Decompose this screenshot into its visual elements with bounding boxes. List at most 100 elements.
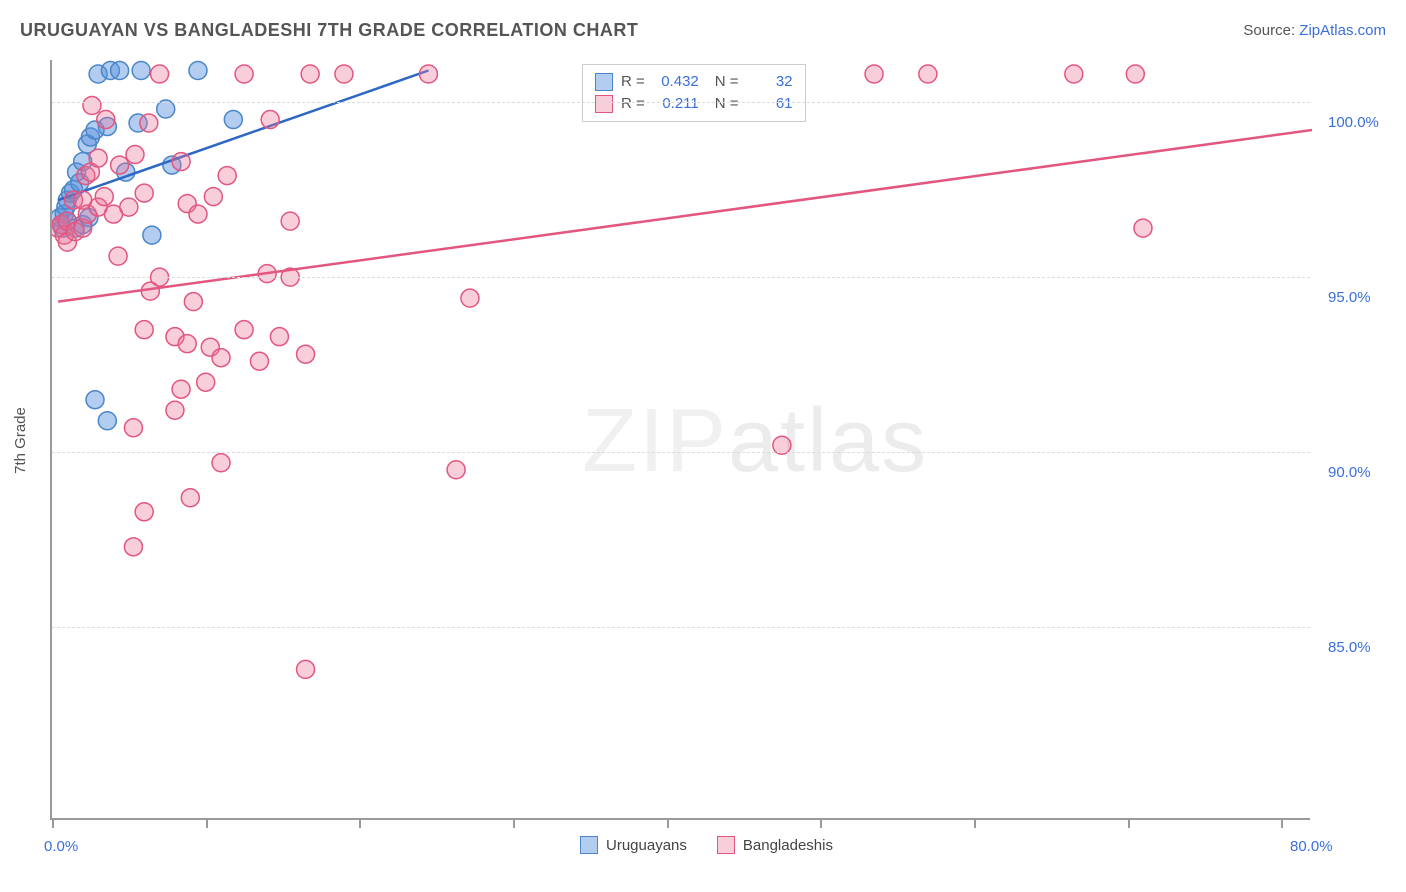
data-point	[126, 146, 144, 164]
plot-area: ZIPatlas R =0.432N =32R =0.211N =61	[50, 60, 1310, 820]
x-tick	[820, 818, 822, 828]
data-point	[224, 111, 242, 129]
legend-item: Uruguayans	[580, 836, 687, 854]
data-point	[86, 391, 104, 409]
data-point	[447, 461, 465, 479]
data-point	[1065, 65, 1083, 83]
x-tick	[206, 818, 208, 828]
data-point	[261, 111, 279, 129]
data-point	[172, 380, 190, 398]
data-point	[419, 65, 437, 83]
x-tick	[974, 818, 976, 828]
data-point	[97, 111, 115, 129]
chart-source: Source: ZipAtlas.com	[1243, 22, 1386, 39]
data-point	[212, 349, 230, 367]
data-point	[197, 373, 215, 391]
source-link[interactable]: ZipAtlas.com	[1299, 22, 1386, 39]
data-point	[95, 188, 113, 206]
data-point	[461, 289, 479, 307]
x-tick	[513, 818, 515, 828]
x-tick	[667, 818, 669, 828]
grid-line	[52, 277, 1310, 278]
data-point	[335, 65, 353, 83]
data-point	[98, 412, 116, 430]
data-point	[140, 114, 158, 132]
data-point	[204, 188, 222, 206]
n-label: N =	[715, 71, 739, 93]
series-legend: Uruguayans Bangladeshis	[580, 836, 833, 854]
scatter-svg	[52, 60, 1312, 820]
data-point	[83, 97, 101, 115]
data-point	[135, 184, 153, 202]
data-point	[135, 321, 153, 339]
data-point	[281, 212, 299, 230]
data-point	[172, 153, 190, 171]
data-point	[270, 328, 288, 346]
data-point	[919, 65, 937, 83]
y-tick-label: 85.0%	[1328, 639, 1371, 656]
data-point	[212, 454, 230, 472]
y-tick-label: 95.0%	[1328, 289, 1371, 306]
data-point	[111, 156, 129, 174]
x-tick	[1281, 818, 1283, 828]
x-tick-label-left: 0.0%	[44, 838, 78, 855]
x-tick	[52, 818, 54, 828]
n-value: 32	[747, 71, 793, 93]
grid-line	[52, 102, 1310, 103]
y-axis-label-container: 7th Grade	[10, 60, 30, 820]
x-tick-label-right: 80.0%	[1290, 838, 1333, 855]
stats-legend-row: R = 0.211 N = 61	[595, 93, 793, 115]
data-point	[1126, 65, 1144, 83]
data-point	[250, 352, 268, 370]
data-point	[189, 205, 207, 223]
grid-line	[52, 627, 1310, 628]
data-point	[120, 198, 138, 216]
chart-header: URUGUAYAN VS BANGLADESHI 7TH GRADE CORRE…	[20, 20, 1386, 50]
data-point	[301, 65, 319, 83]
data-point	[865, 65, 883, 83]
chart-title: URUGUAYAN VS BANGLADESHI 7TH GRADE CORRE…	[20, 20, 638, 40]
data-point	[235, 321, 253, 339]
n-label: N =	[715, 93, 739, 115]
x-tick	[1128, 818, 1130, 828]
r-value: 0.211	[653, 93, 699, 115]
stats-legend-row: R = 0.432 N = 32	[595, 71, 793, 93]
data-point	[135, 503, 153, 521]
data-point	[151, 65, 169, 83]
data-point	[189, 62, 207, 80]
data-point	[178, 335, 196, 353]
y-tick-label: 90.0%	[1328, 464, 1371, 481]
data-point	[109, 247, 127, 265]
data-point	[89, 149, 107, 167]
data-point	[297, 660, 315, 678]
data-point	[132, 62, 150, 80]
legend-swatch	[717, 836, 735, 854]
plot-wrapper: 7th Grade ZIPatlas R =0.432N =32R =0.211…	[50, 60, 1370, 820]
source-prefix: Source:	[1243, 22, 1299, 39]
legend-item: Bangladeshis	[717, 836, 833, 854]
legend-swatch	[595, 95, 613, 113]
trend-line	[58, 71, 428, 201]
data-point	[297, 345, 315, 363]
n-value: 61	[747, 93, 793, 115]
data-point	[124, 419, 142, 437]
data-point	[111, 62, 129, 80]
data-point	[184, 293, 202, 311]
r-value: 0.432	[653, 71, 699, 93]
legend-label: Uruguayans	[606, 837, 687, 854]
data-point	[1134, 219, 1152, 237]
data-point	[218, 167, 236, 185]
grid-line	[52, 452, 1310, 453]
r-label: R =	[621, 93, 645, 115]
data-point	[143, 226, 161, 244]
y-tick-label: 100.0%	[1328, 114, 1379, 131]
r-label: R =	[621, 71, 645, 93]
y-axis-label: 7th Grade	[12, 407, 29, 474]
data-point	[181, 489, 199, 507]
data-point	[124, 538, 142, 556]
x-tick	[359, 818, 361, 828]
legend-label: Bangladeshis	[743, 837, 833, 854]
stats-legend: R = 0.432 N = 32 R = 0.211 N = 61	[582, 64, 806, 122]
data-point	[235, 65, 253, 83]
legend-swatch	[580, 836, 598, 854]
